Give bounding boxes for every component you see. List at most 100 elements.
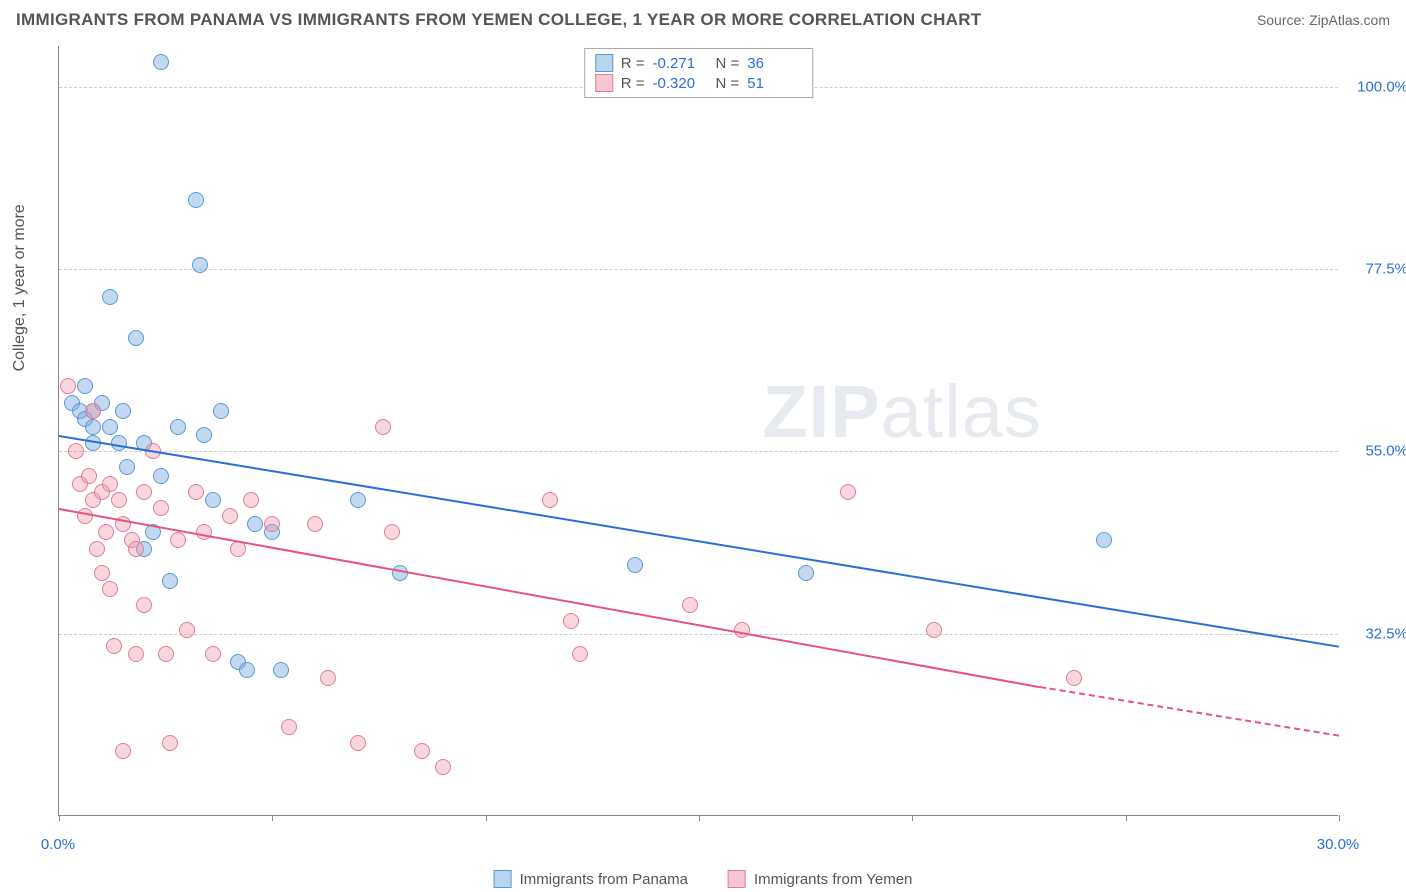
x-tick — [59, 815, 60, 821]
swatch-panama — [595, 54, 613, 72]
data-point — [111, 492, 127, 508]
stats-legend-box: R = -0.271 N = 36 R = -0.320 N = 51 — [584, 48, 814, 98]
data-point — [196, 524, 212, 540]
data-point — [85, 419, 101, 435]
y-tick-label: 55.0% — [1348, 443, 1406, 460]
data-point — [115, 743, 131, 759]
data-point — [162, 735, 178, 751]
data-point — [128, 330, 144, 346]
y-tick-label: 77.5% — [1348, 260, 1406, 277]
data-point — [375, 419, 391, 435]
data-point — [179, 622, 195, 638]
data-point — [798, 565, 814, 581]
data-point — [115, 403, 131, 419]
data-point — [170, 532, 186, 548]
data-point — [153, 500, 169, 516]
data-point — [205, 646, 221, 662]
data-point — [94, 565, 110, 581]
data-point — [102, 289, 118, 305]
data-point — [320, 670, 336, 686]
data-point — [350, 492, 366, 508]
y-tick-label: 100.0% — [1348, 78, 1406, 95]
data-point — [153, 54, 169, 70]
data-point — [213, 403, 229, 419]
data-point — [77, 378, 93, 394]
x-tick — [486, 815, 487, 821]
data-point — [414, 743, 430, 759]
data-point — [542, 492, 558, 508]
stats-row-yemen: R = -0.320 N = 51 — [595, 73, 803, 93]
legend-item-panama: Immigrants from Panama — [494, 870, 688, 888]
data-point — [264, 516, 280, 532]
gridline-h — [59, 634, 1338, 635]
data-point — [239, 662, 255, 678]
data-point — [136, 597, 152, 613]
data-point — [205, 492, 221, 508]
swatch-yemen — [728, 870, 746, 888]
data-point — [89, 541, 105, 557]
gridline-h — [59, 269, 1338, 270]
data-point — [350, 735, 366, 751]
data-point — [563, 613, 579, 629]
legend-item-yemen: Immigrants from Yemen — [728, 870, 912, 888]
data-point — [926, 622, 942, 638]
data-point — [222, 508, 238, 524]
data-point — [196, 427, 212, 443]
x-tick — [699, 815, 700, 821]
data-point — [106, 638, 122, 654]
data-point — [170, 419, 186, 435]
data-point — [627, 557, 643, 573]
x-tick — [1126, 815, 1127, 821]
data-point — [384, 524, 400, 540]
data-point — [188, 484, 204, 500]
source-attribution: Source: ZipAtlas.com — [1257, 12, 1390, 28]
data-point — [273, 662, 289, 678]
trend-line — [59, 435, 1339, 648]
data-point — [68, 443, 84, 459]
data-point — [307, 516, 323, 532]
data-point — [136, 484, 152, 500]
data-point — [247, 516, 263, 532]
x-tick-label: 30.0% — [1317, 836, 1360, 853]
swatch-panama — [494, 870, 512, 888]
data-point — [77, 508, 93, 524]
watermark: ZIPatlas — [762, 369, 1041, 454]
data-point — [840, 484, 856, 500]
x-tick-label: 0.0% — [41, 836, 75, 853]
data-point — [153, 468, 169, 484]
data-point — [102, 476, 118, 492]
data-point — [98, 524, 114, 540]
swatch-yemen — [595, 74, 613, 92]
data-point — [119, 459, 135, 475]
data-point — [128, 541, 144, 557]
data-point — [281, 719, 297, 735]
data-point — [81, 468, 97, 484]
data-point — [60, 378, 76, 394]
data-point — [682, 597, 698, 613]
data-point — [162, 573, 178, 589]
bottom-legend: Immigrants from Panama Immigrants from Y… — [494, 870, 913, 888]
scatter-chart: R = -0.271 N = 36 R = -0.320 N = 51 ZIPa… — [58, 46, 1338, 816]
data-point — [192, 257, 208, 273]
data-point — [188, 192, 204, 208]
data-point — [1066, 670, 1082, 686]
data-point — [158, 646, 174, 662]
x-tick — [1339, 815, 1340, 821]
data-point — [102, 419, 118, 435]
y-tick-label: 32.5% — [1348, 625, 1406, 642]
y-axis-label: College, 1 year or more — [11, 204, 29, 371]
x-tick — [272, 815, 273, 821]
trend-line — [59, 508, 1041, 688]
data-point — [1096, 532, 1112, 548]
data-point — [102, 581, 118, 597]
data-point — [243, 492, 259, 508]
chart-title: IMMIGRANTS FROM PANAMA VS IMMIGRANTS FRO… — [16, 10, 981, 30]
trend-line — [1040, 686, 1339, 737]
data-point — [85, 403, 101, 419]
data-point — [435, 759, 451, 775]
data-point — [572, 646, 588, 662]
stats-row-panama: R = -0.271 N = 36 — [595, 53, 803, 73]
data-point — [128, 646, 144, 662]
gridline-h — [59, 451, 1338, 452]
x-tick — [912, 815, 913, 821]
